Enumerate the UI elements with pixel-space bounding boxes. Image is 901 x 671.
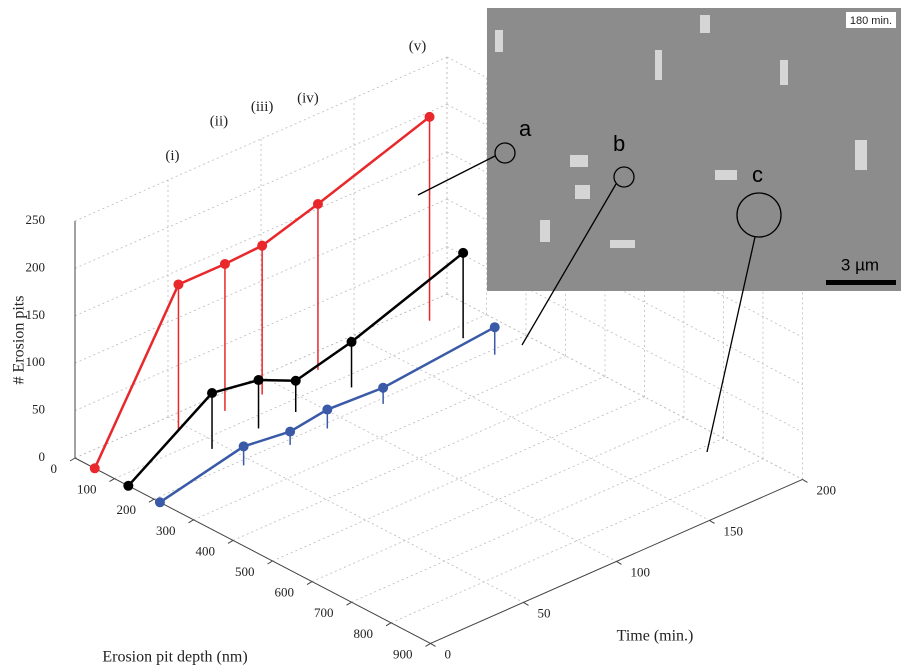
annotation: (iii) xyxy=(251,99,274,115)
point xyxy=(312,199,323,209)
scale-bar xyxy=(826,280,896,285)
connector xyxy=(521,183,617,346)
time-tick-label: 200 xyxy=(817,482,837,497)
depth-tick-label: 900 xyxy=(393,646,413,661)
point xyxy=(253,375,264,386)
point xyxy=(154,497,165,508)
point xyxy=(424,111,435,122)
annotation: (i) xyxy=(165,148,179,164)
grid-line xyxy=(311,417,685,582)
point xyxy=(123,480,134,491)
depth-tick-label: 0 xyxy=(51,461,58,476)
annotation: (v) xyxy=(409,38,427,54)
point xyxy=(489,322,500,333)
grid-line xyxy=(74,198,448,364)
tick-mark xyxy=(523,601,529,606)
tick-mark xyxy=(267,560,273,565)
tick-mark xyxy=(616,560,622,565)
z-tick-label: 50 xyxy=(32,402,45,417)
time-axis-title: Time (min.) xyxy=(617,628,694,645)
grid-line xyxy=(260,375,617,562)
scale-label: 3 µm xyxy=(841,255,879,274)
z-tick-label: 100 xyxy=(26,354,46,369)
grid-line xyxy=(272,396,645,562)
time-label: 180 min. xyxy=(850,15,892,27)
grid-line xyxy=(74,246,448,411)
z-tick-label: 0 xyxy=(39,449,46,464)
point xyxy=(290,375,301,386)
sem-image xyxy=(487,8,901,291)
time-tick-label: 50 xyxy=(538,605,551,620)
plot: (i) (ii) (iii) (iv) (v) xyxy=(89,38,500,508)
time-label-box xyxy=(846,12,896,28)
marker-circle xyxy=(736,192,782,238)
depth-tick-label: 800 xyxy=(354,626,374,641)
z-axis-title: # Erosion pits xyxy=(11,296,28,385)
time-tick-label: 100 xyxy=(631,564,651,579)
tick-mark xyxy=(385,622,392,627)
z-tick-label: 250 xyxy=(26,212,46,227)
axis-line xyxy=(430,478,803,644)
tick-mark xyxy=(346,601,352,606)
grid-line xyxy=(353,334,710,521)
point xyxy=(173,279,184,290)
point xyxy=(346,336,357,347)
depth-tick-label: 500 xyxy=(235,564,255,579)
depth-tick-label: 300 xyxy=(156,523,176,538)
grid-line xyxy=(446,293,803,480)
point xyxy=(238,441,249,452)
tick-mark xyxy=(188,519,194,524)
series-line xyxy=(127,251,464,487)
sem-texture xyxy=(495,15,867,248)
point xyxy=(458,247,469,258)
depth-tick-label: 400 xyxy=(196,543,216,558)
z-tick-label: 200 xyxy=(26,259,46,274)
tick-mark xyxy=(709,519,715,524)
connector xyxy=(417,155,496,196)
time-tick-label: 0 xyxy=(445,646,452,661)
grid-line xyxy=(232,376,606,541)
series-line xyxy=(93,115,431,469)
grid-line xyxy=(74,151,448,317)
annotation: (ii) xyxy=(210,113,228,129)
tick-mark xyxy=(802,478,808,483)
grid-line xyxy=(193,355,566,521)
depth-tick-label: 200 xyxy=(117,502,137,517)
grid-line xyxy=(167,416,524,603)
axis-line xyxy=(74,457,431,644)
z-tick-label: 150 xyxy=(26,307,46,322)
point xyxy=(285,426,296,437)
point xyxy=(89,463,100,474)
marker-circle xyxy=(494,142,516,164)
markers xyxy=(417,142,782,453)
tick-mark xyxy=(69,457,76,462)
tick-mark xyxy=(425,642,431,647)
marker-label: c xyxy=(752,162,763,187)
depth-tick-label: 100 xyxy=(77,482,97,497)
series-line xyxy=(159,326,496,504)
tick-mark xyxy=(109,478,115,483)
point xyxy=(378,382,389,393)
annotation: (iv) xyxy=(297,90,319,106)
marker-circle xyxy=(613,166,635,188)
depth-tick-label: 700 xyxy=(314,605,334,620)
marker-label: b xyxy=(613,131,625,156)
depth-tick-label: 600 xyxy=(275,585,295,600)
tick-mark xyxy=(306,581,313,586)
tick-mark xyxy=(148,498,155,503)
depth-axis-title: Erosion pit depth (nm) xyxy=(102,649,247,666)
connector xyxy=(706,236,756,453)
time-tick-label: 150 xyxy=(724,523,744,538)
point xyxy=(257,240,268,251)
marker-label: a xyxy=(519,116,532,141)
tick-mark xyxy=(227,539,234,544)
tick-mark xyxy=(430,642,436,647)
point xyxy=(207,387,218,398)
point xyxy=(219,258,230,269)
point xyxy=(322,404,333,415)
